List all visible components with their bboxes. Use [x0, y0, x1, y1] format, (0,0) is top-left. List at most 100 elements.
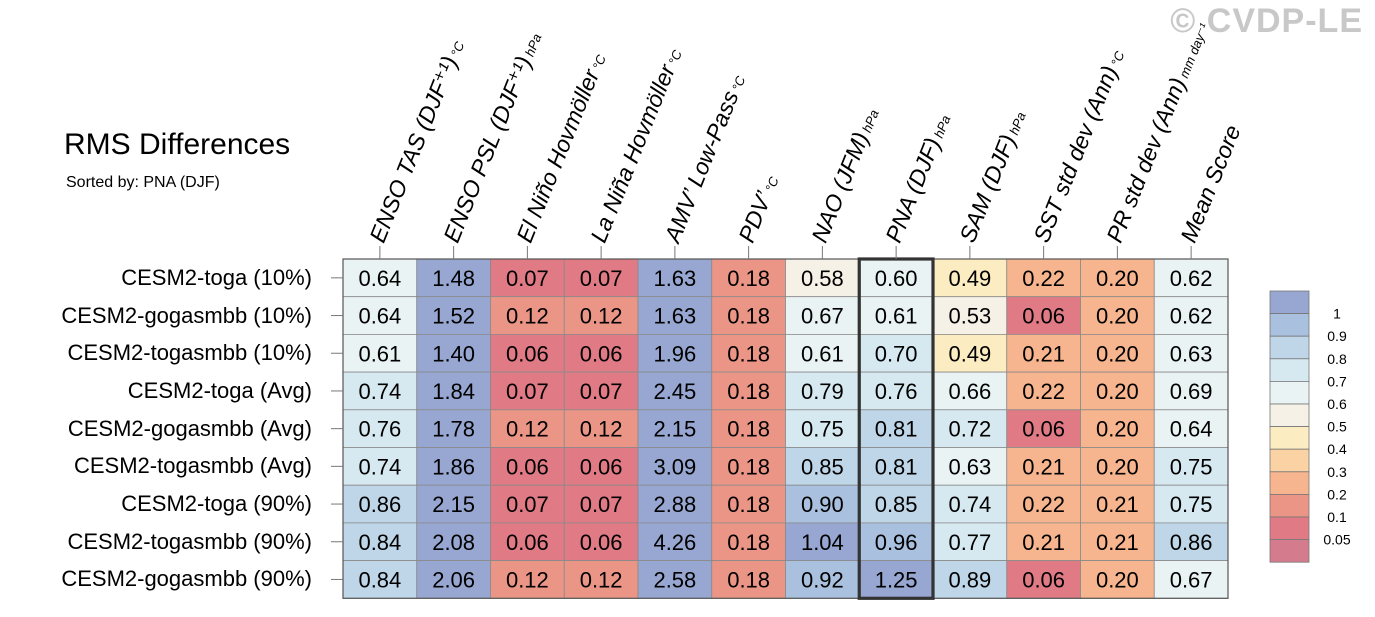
row-label: CESM2-toga (Avg): [127, 377, 312, 403]
heatmap-cell: [858, 258, 934, 298]
heatmap-cell: [490, 447, 565, 486]
chart-title: RMS Differences: [64, 128, 291, 161]
cell-value: 0.70: [875, 341, 918, 366]
heatmap-cell: [932, 484, 1008, 524]
cell-value: 1.86: [432, 454, 475, 479]
colorbar-swatch: [1269, 493, 1310, 518]
cell-value: 0.61: [358, 341, 401, 366]
cell-value: 0.81: [875, 454, 918, 479]
cell-value: 0.20: [1096, 417, 1139, 442]
row-label: CESM2-togasmbb (10%): [67, 340, 312, 366]
cell-value: 0.21: [1096, 492, 1139, 517]
row-label: CESM2-gogasmbb (90%): [61, 566, 312, 592]
heatmap-cell: [711, 409, 786, 448]
cell-value: 0.18: [727, 341, 770, 366]
heatmap-cell: [563, 447, 639, 486]
cell-value: 0.06: [506, 530, 549, 555]
column-unit: °C: [1107, 49, 1128, 69]
cell-value: 2.15: [653, 417, 696, 442]
heatmap-cell: [490, 296, 565, 335]
colorbar-swatch: [1269, 448, 1310, 473]
cell-value: 1.63: [653, 304, 696, 329]
cell-value: 0.64: [358, 266, 401, 291]
heatmap-cell: [637, 371, 713, 411]
cell-value: 0.75: [801, 417, 844, 442]
cell-value: 0.12: [580, 304, 623, 329]
cell-value: 0.67: [801, 304, 844, 329]
colorbar-label: 1: [1333, 306, 1341, 322]
heatmap-cell: [416, 296, 491, 335]
cell-value: 0.89: [948, 567, 991, 592]
colorbar-label: 0.1: [1327, 509, 1347, 525]
cell-value: 0.64: [358, 304, 401, 329]
heatmap-cell: [637, 447, 713, 486]
cell-value: 0.20: [1096, 379, 1139, 404]
heatmap-cell: [342, 296, 418, 335]
cell-value: 0.18: [727, 530, 770, 555]
heatmap-cell: [342, 258, 418, 298]
cell-value: 0.07: [506, 379, 549, 404]
heatmap-cell: [1080, 371, 1155, 411]
cell-value: 0.63: [1170, 341, 1213, 366]
cell-value: 2.45: [653, 379, 696, 404]
heatmap-cell: [1006, 484, 1081, 524]
heatmap-cell: [932, 296, 1008, 335]
cell-value: 0.49: [948, 341, 991, 366]
heatmap-cell: [858, 333, 934, 373]
cell-value: 0.12: [580, 567, 623, 592]
cell-value: 0.86: [358, 492, 401, 517]
heatmap-cell: [1080, 409, 1155, 448]
heatmap-cell: [1080, 296, 1155, 335]
cell-value: 4.26: [653, 530, 696, 555]
colorbar-swatch: [1269, 313, 1310, 337]
cell-value: 0.06: [580, 530, 623, 555]
heatmap-cell: [563, 371, 639, 411]
cell-value: 0.60: [875, 266, 918, 291]
cell-value: 1.52: [432, 304, 475, 329]
colorbar-label: 0.4: [1327, 441, 1347, 457]
heatmap-cell: [637, 522, 713, 562]
cell-value: 1.63: [653, 266, 696, 291]
cell-value: 0.74: [358, 379, 401, 404]
cell-value: 0.49: [948, 266, 991, 291]
heatmap-cell: [637, 484, 713, 524]
heatmap-cell: [563, 560, 639, 599]
cell-value: 0.75: [1170, 454, 1213, 479]
cell-value: 0.22: [1022, 266, 1065, 291]
cell-value: 0.62: [1170, 266, 1213, 291]
heatmap-cell: [932, 560, 1008, 599]
colorbar-swatch: [1269, 471, 1310, 495]
cell-value: 0.07: [580, 379, 623, 404]
heatmap-cell: [490, 560, 565, 599]
heatmap-cell: [416, 484, 491, 524]
cell-value: 0.85: [875, 492, 918, 517]
heatmap-cell: [342, 522, 418, 562]
heatmap-cell: [1006, 409, 1081, 448]
chart-subtitle: Sorted by: PNA (DJF): [66, 174, 220, 191]
cell-value: 0.81: [875, 417, 918, 442]
cell-value: 0.72: [948, 417, 991, 442]
colorbar-swatch: [1269, 426, 1310, 450]
row-label: CESM2-toga (10%): [121, 264, 312, 290]
heatmap-cell: [932, 371, 1008, 411]
heatmap-cell: [490, 333, 565, 373]
cell-value: 1.48: [432, 266, 475, 291]
cell-value: 0.21: [1022, 530, 1065, 555]
cell-value: 0.18: [727, 304, 770, 329]
cell-value: 0.67: [1170, 567, 1213, 592]
cell-value: 0.06: [506, 454, 549, 479]
colorbar-label: 0.9: [1327, 328, 1347, 344]
colorbar-label: 0.05: [1323, 532, 1350, 548]
colorbar-swatch: [1269, 335, 1310, 360]
cell-value: 0.20: [1096, 341, 1139, 366]
cell-value: 0.18: [727, 417, 770, 442]
heatmap-cell: [858, 409, 934, 448]
heatmap-cell: [490, 409, 565, 448]
cell-value: 2.58: [653, 567, 696, 592]
cell-value: 2.06: [432, 567, 475, 592]
heatmap-cell: [637, 333, 713, 373]
heatmap-cell: [416, 522, 491, 562]
cell-value: 0.86: [1170, 530, 1213, 555]
cell-value: 0.74: [358, 454, 401, 479]
cell-value: 0.20: [1096, 304, 1139, 329]
